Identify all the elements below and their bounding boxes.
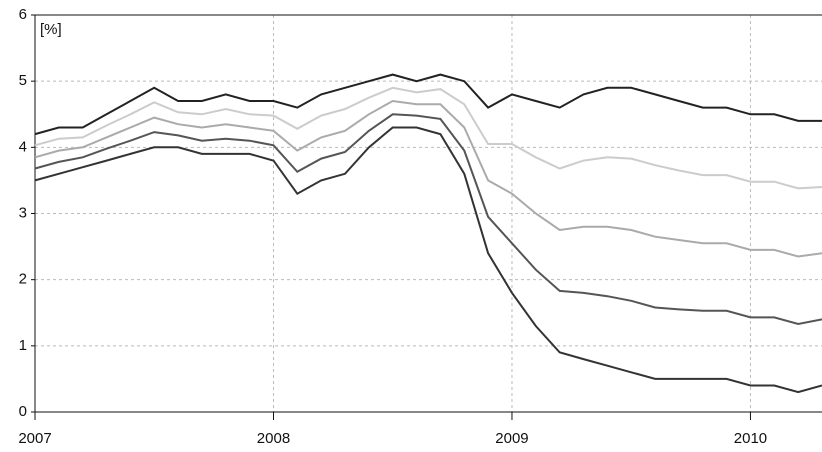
x-tick-label: 2009 (495, 430, 528, 447)
x-tick-label: 2007 (18, 430, 51, 447)
y-tick-label: 3 (19, 204, 27, 221)
series-line (34, 86, 822, 190)
series-line (34, 126, 822, 394)
y-tick-label: 5 (19, 72, 27, 89)
x-tick-label: 2008 (257, 430, 290, 447)
y-tick-label: 6 (19, 6, 27, 23)
y-tick-label: 2 (19, 271, 27, 288)
y-tick-label: 0 (19, 403, 27, 420)
series-line (34, 73, 822, 136)
series-line (34, 113, 822, 326)
unit-annotation: [%] (40, 21, 62, 38)
series-line (34, 99, 822, 258)
y-tick-label: 4 (19, 138, 27, 155)
x-tick-label: 2010 (734, 430, 767, 447)
y-tick-label: 1 (19, 337, 27, 354)
